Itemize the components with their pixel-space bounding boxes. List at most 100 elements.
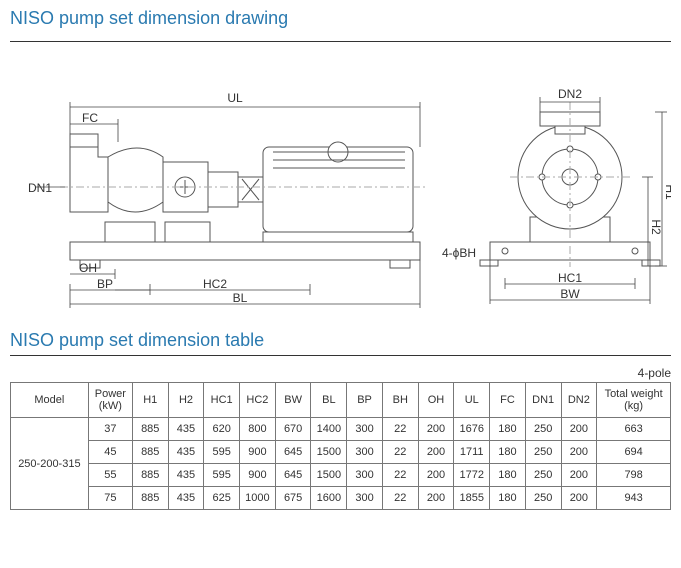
td-bw: 645 [275, 441, 311, 464]
th-bp: BP [347, 383, 383, 418]
label-dn2: DN2 [558, 87, 582, 101]
table-row: 4588543559590064515003002220017111802502… [11, 441, 671, 464]
td-bh: 22 [382, 464, 418, 487]
td-model: 250-200-315 [11, 418, 89, 510]
td-bw: 645 [275, 464, 311, 487]
td-bw: 675 [275, 487, 311, 510]
td-dn1: 250 [525, 487, 561, 510]
td-bl: 1500 [311, 464, 347, 487]
label-dn1: DN1 [28, 181, 52, 195]
td-h2: 435 [168, 487, 204, 510]
td-dn2: 200 [561, 487, 597, 510]
td-hc2: 900 [240, 441, 276, 464]
label-hc1: HC1 [558, 271, 582, 285]
td-ul: 1855 [454, 487, 490, 510]
dimension-drawing: UL FC DN1 OH BP HC2 BL [10, 52, 671, 312]
td-oh: 200 [418, 464, 454, 487]
table-header-row: Model Power (kW) H1 H2 HC1 HC2 BW BL BP … [11, 383, 671, 418]
th-ul: UL [454, 383, 490, 418]
td-bp: 300 [347, 464, 383, 487]
table-row: 7588543562510006751600300222001855180250… [11, 487, 671, 510]
td-dn1: 250 [525, 464, 561, 487]
td-bl: 1400 [311, 418, 347, 441]
td-bh: 22 [382, 418, 418, 441]
td-h2: 435 [168, 418, 204, 441]
label-h2: H2 [649, 219, 663, 235]
td-bl: 1500 [311, 441, 347, 464]
label-hc2: HC2 [203, 277, 227, 291]
td-fc: 180 [490, 418, 526, 441]
th-dn2: DN2 [561, 383, 597, 418]
label-h1: H1 [663, 184, 671, 200]
td-oh: 200 [418, 418, 454, 441]
th-bw: BW [275, 383, 311, 418]
label-bp: BP [97, 277, 113, 291]
td-dn1: 250 [525, 418, 561, 441]
td-ul: 1772 [454, 464, 490, 487]
th-model: Model [11, 383, 89, 418]
th-wt: Total weight (kg) [597, 383, 671, 418]
td-oh: 200 [418, 441, 454, 464]
td-wt: 943 [597, 487, 671, 510]
td-hc1: 625 [204, 487, 240, 510]
th-bl: BL [311, 383, 347, 418]
td-hc2: 800 [240, 418, 276, 441]
drawing-heading: NISO pump set dimension drawing [10, 8, 671, 29]
td-h1: 885 [132, 464, 168, 487]
label-ul: UL [227, 91, 243, 105]
label-oh: OH [79, 261, 97, 275]
th-h2: H2 [168, 383, 204, 418]
td-h1: 885 [132, 418, 168, 441]
td-dn2: 200 [561, 464, 597, 487]
td-ul: 1676 [454, 418, 490, 441]
th-fc: FC [490, 383, 526, 418]
td-hc2: 900 [240, 464, 276, 487]
th-hc2: HC2 [240, 383, 276, 418]
td-hc1: 620 [204, 418, 240, 441]
td-wt: 694 [597, 441, 671, 464]
td-bp: 300 [347, 441, 383, 464]
td-bp: 300 [347, 418, 383, 441]
td-bp: 300 [347, 487, 383, 510]
th-dn1: DN1 [525, 383, 561, 418]
td-wt: 798 [597, 464, 671, 487]
pole-label: 4-pole [10, 366, 671, 380]
td-hc1: 595 [204, 464, 240, 487]
th-hc1: HC1 [204, 383, 240, 418]
td-power: 37 [88, 418, 132, 441]
th-bh: BH [382, 383, 418, 418]
th-h1: H1 [132, 383, 168, 418]
td-bl: 1600 [311, 487, 347, 510]
td-dn1: 250 [525, 441, 561, 464]
th-oh: OH [418, 383, 454, 418]
table-row: 250-200-31537885435620800670140030022200… [11, 418, 671, 441]
td-h2: 435 [168, 464, 204, 487]
td-fc: 180 [490, 441, 526, 464]
label-bw: BW [560, 287, 580, 301]
td-hc1: 595 [204, 441, 240, 464]
td-wt: 663 [597, 418, 671, 441]
label-fc: FC [82, 111, 98, 125]
td-fc: 180 [490, 464, 526, 487]
td-oh: 200 [418, 487, 454, 510]
label-4bh: 4-ϕBH [442, 246, 476, 260]
th-power: Power (kW) [88, 383, 132, 418]
td-power: 75 [88, 487, 132, 510]
dimension-table: Model Power (kW) H1 H2 HC1 HC2 BW BL BP … [10, 382, 671, 510]
td-hc2: 1000 [240, 487, 276, 510]
td-h1: 885 [132, 487, 168, 510]
td-bw: 670 [275, 418, 311, 441]
td-fc: 180 [490, 487, 526, 510]
td-dn2: 200 [561, 418, 597, 441]
td-ul: 1711 [454, 441, 490, 464]
table-heading: NISO pump set dimension table [10, 330, 671, 351]
td-dn2: 200 [561, 441, 597, 464]
td-power: 45 [88, 441, 132, 464]
td-bh: 22 [382, 487, 418, 510]
td-h1: 885 [132, 441, 168, 464]
td-h2: 435 [168, 441, 204, 464]
divider-mid [10, 355, 671, 356]
pump-drawing-svg: UL FC DN1 OH BP HC2 BL [10, 52, 671, 312]
td-bh: 22 [382, 441, 418, 464]
td-power: 55 [88, 464, 132, 487]
